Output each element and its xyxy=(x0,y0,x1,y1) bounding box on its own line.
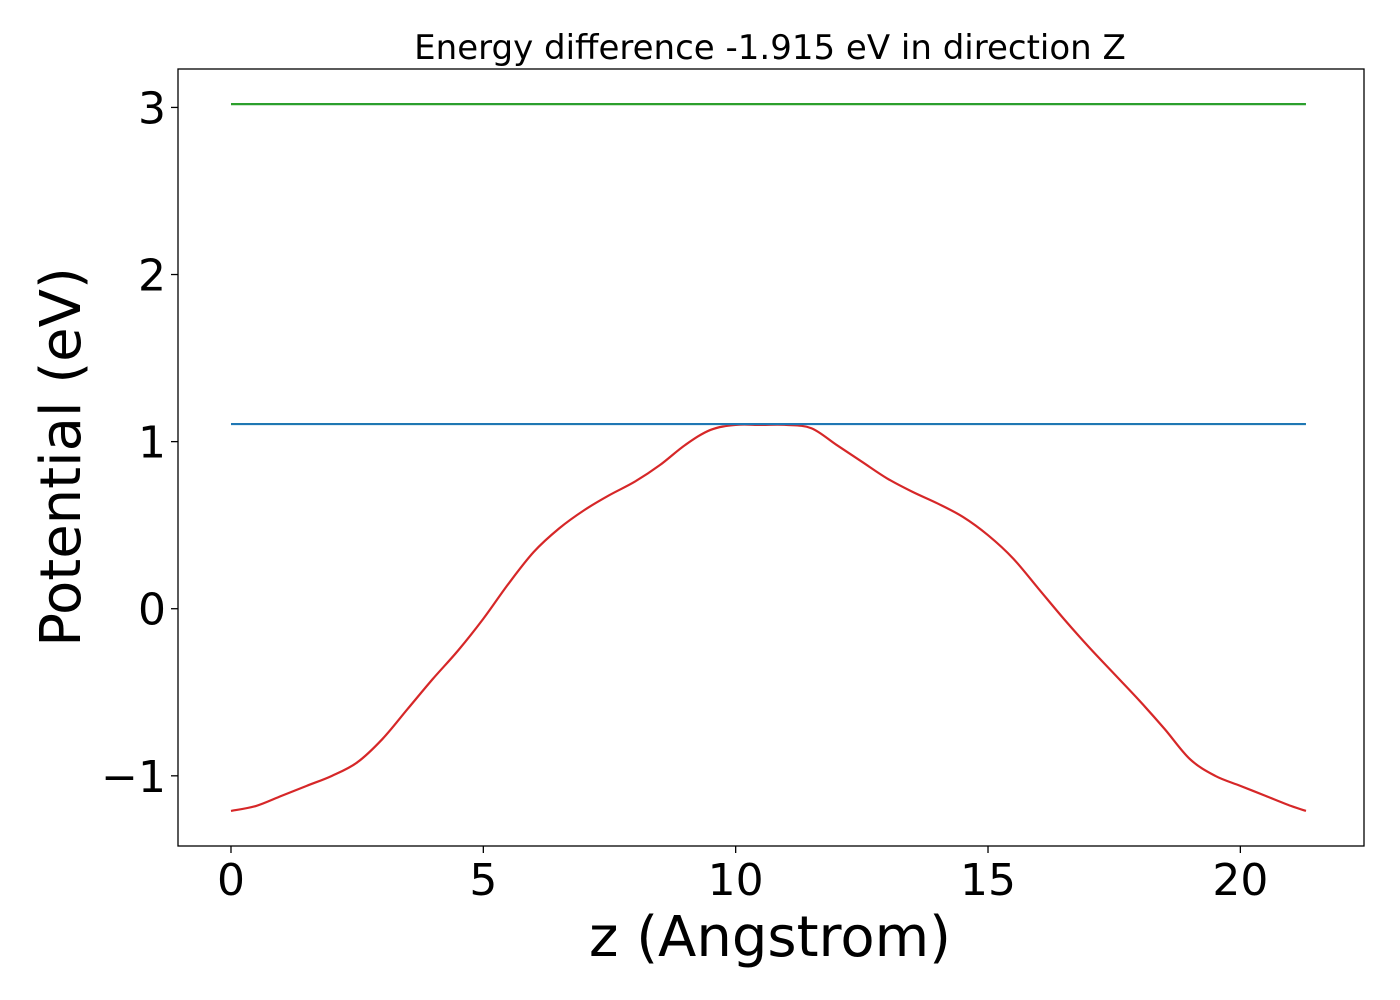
y-tick-label: −1 xyxy=(101,752,166,803)
y-tick-label: 3 xyxy=(138,83,166,134)
chart-title: Energy difference -1.915 eV in direction… xyxy=(414,28,1126,68)
x-tick-label: 20 xyxy=(1212,855,1268,906)
x-tick-label: 10 xyxy=(708,855,764,906)
y-tick-label: 0 xyxy=(138,585,166,636)
series-layer xyxy=(230,102,1307,812)
x-tick-label: 5 xyxy=(469,855,497,906)
x-tick-label: 15 xyxy=(960,855,1016,906)
y-tick-label: 1 xyxy=(138,418,166,469)
y-tick-label: 2 xyxy=(138,251,166,302)
y-axis-ticks: −1 0 1 2 3 xyxy=(101,83,178,803)
x-axis-label: z (Angstrom) xyxy=(589,905,951,970)
series-line-0 xyxy=(230,423,1307,812)
x-tick-label: 0 xyxy=(217,855,245,906)
x-axis-ticks: 0 5 10 15 20 xyxy=(217,846,1268,906)
plot-area-frame xyxy=(177,68,1365,847)
y-axis-label: Potential (eV) xyxy=(29,267,94,647)
